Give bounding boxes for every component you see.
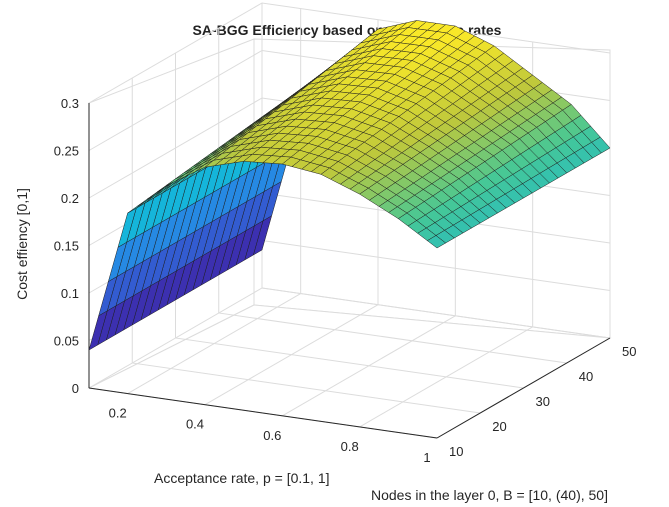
y-tick-label: 50 <box>622 344 636 359</box>
y-axis-line <box>436 337 611 439</box>
z-tick-label: 0.05 <box>54 334 79 349</box>
z-tick-label: 0.25 <box>54 144 79 159</box>
z-tick-label: 0.3 <box>61 96 79 111</box>
z-axis-label: Cost effiency [0,1] <box>14 188 30 300</box>
z-tick-label: 0 <box>72 381 79 396</box>
axis-lines <box>88 103 611 439</box>
x-tick-label: 0.2 <box>109 406 127 421</box>
y-tick-label: 20 <box>492 419 506 434</box>
y-gridline <box>175 53 524 389</box>
x-tick-label: 0.8 <box>341 439 359 454</box>
surface-patch <box>426 235 447 249</box>
x-axis-line <box>88 387 438 439</box>
z-tick-label: 0.2 <box>61 191 79 206</box>
tick-labels: 0 0.05 0.1 0.15 0.2 0.25 0.3 0.2 0.4 0.6 0.8 1 10 20 3… <box>54 96 637 465</box>
x-tick-label: 1 <box>423 450 430 465</box>
y-tick-label: 10 <box>449 444 463 459</box>
y-tick-label: 40 <box>579 369 593 384</box>
y-gridline <box>218 28 567 364</box>
x-tick-label: 0.4 <box>186 417 204 432</box>
y-gridline <box>261 3 611 339</box>
y-axis-label: Nodes in the layer 0, B = [10, (40), 50] <box>371 487 608 503</box>
x-axis-label: Acceptance rate, p = [0.1, 1] <box>154 470 330 486</box>
z-tick-label: 0.1 <box>61 286 79 301</box>
z-tick-label: 0.15 <box>54 239 79 254</box>
x-tick-label: 0.6 <box>263 428 281 443</box>
y-tick-label: 30 <box>536 394 550 409</box>
y-gridline <box>131 78 481 414</box>
surface-plot <box>88 20 611 351</box>
